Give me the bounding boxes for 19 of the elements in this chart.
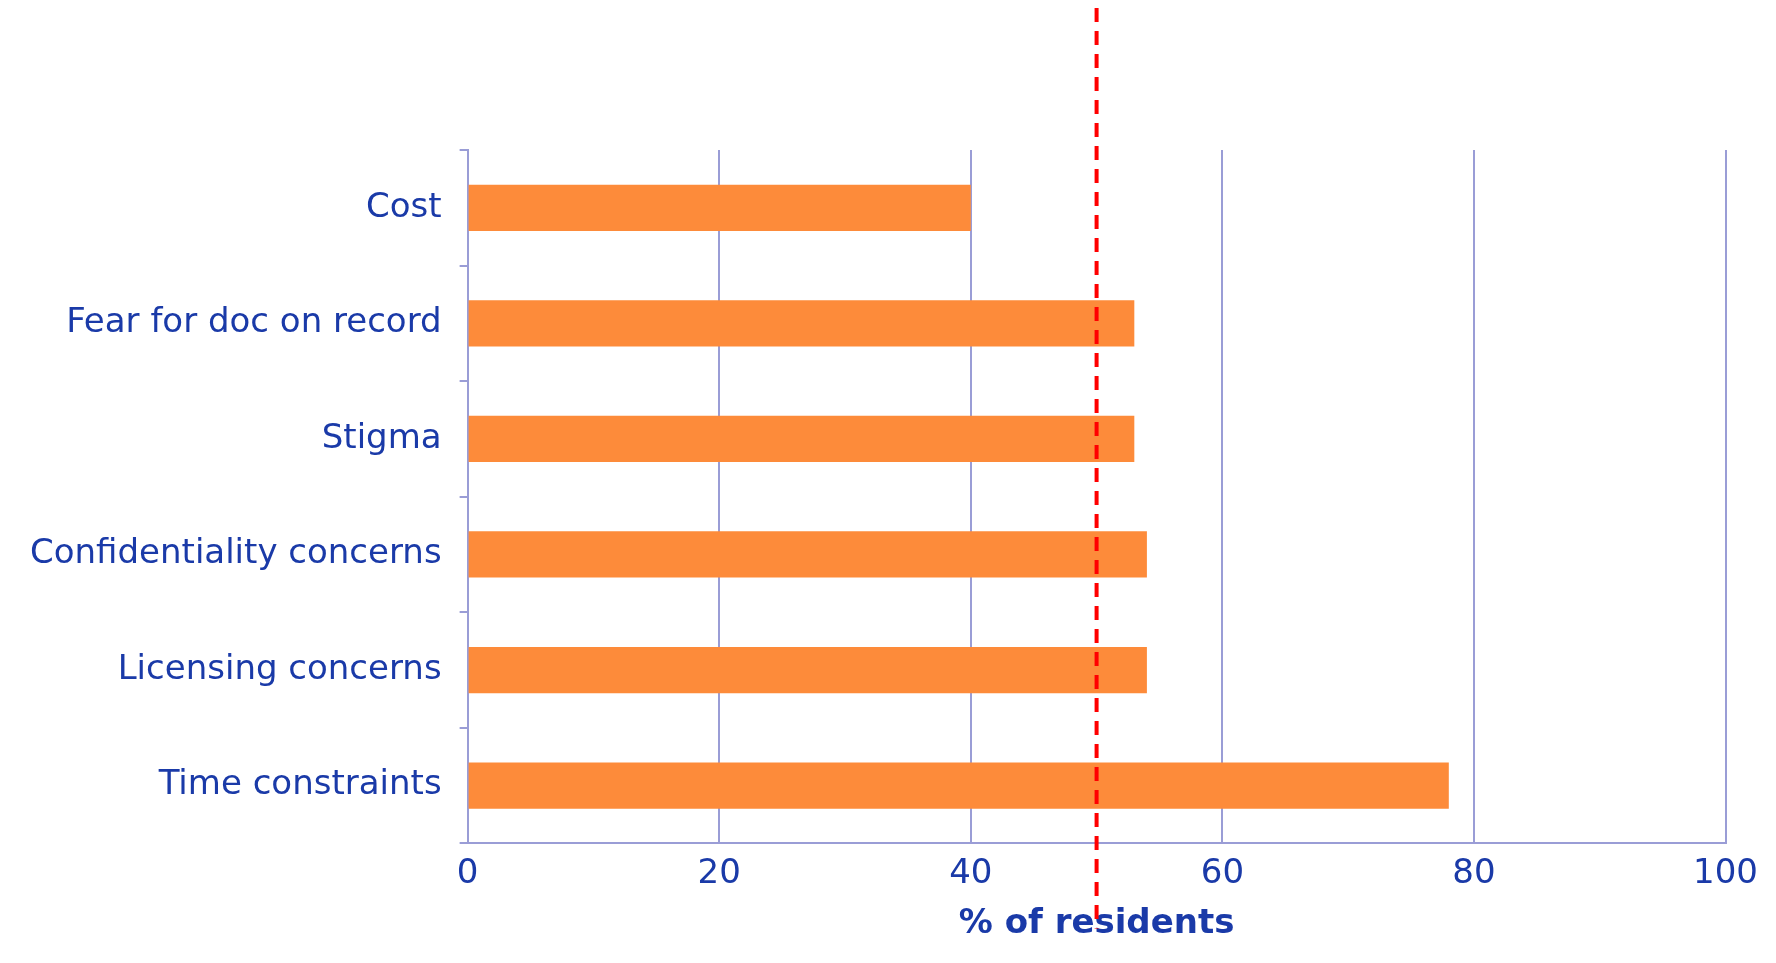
y-tick-label: Licensing concerns	[117, 646, 442, 687]
y-tick-label: Cost	[366, 184, 442, 225]
bar	[468, 531, 1147, 578]
bar	[468, 415, 1135, 463]
y-tick-label: Stigma	[321, 415, 442, 456]
bar	[468, 300, 1135, 347]
x-tick-label: 0	[456, 850, 479, 891]
y-tick-label: Confidentiality concerns	[29, 531, 442, 572]
x-axis-title: % of residents	[958, 901, 1235, 942]
x-tick-label: 20	[697, 850, 741, 891]
bar	[468, 646, 1147, 694]
x-tick-label: 40	[949, 850, 993, 891]
x-tick-label: 100	[1693, 850, 1759, 891]
y-tick-label: Time constraints	[157, 762, 442, 803]
bar	[468, 184, 971, 231]
bar	[468, 762, 1449, 809]
x-tick-label: 60	[1200, 850, 1245, 891]
x-tick-label: 80	[1452, 850, 1496, 891]
y-tick-label: Fear for doc on record	[66, 300, 442, 341]
